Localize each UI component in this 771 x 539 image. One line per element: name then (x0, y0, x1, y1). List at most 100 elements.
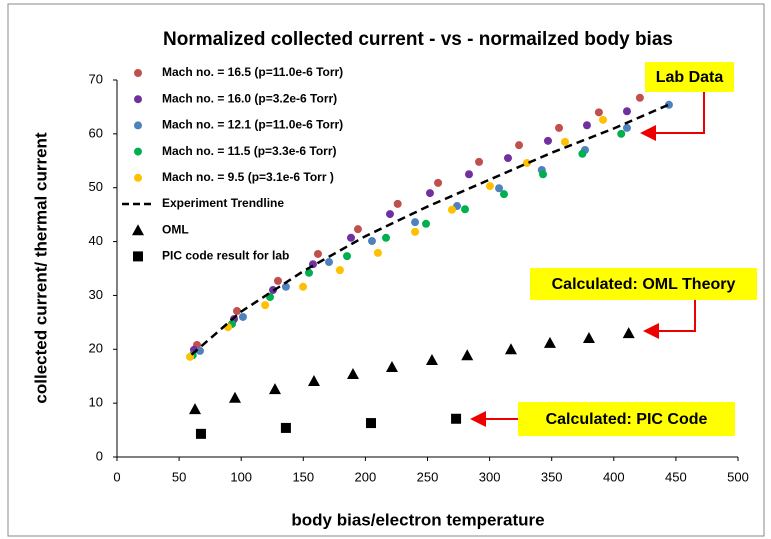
data-point (451, 413, 462, 424)
annotation-arrow (640, 92, 705, 141)
data-point (461, 349, 474, 361)
x-tick-label: 450 (665, 469, 687, 484)
legend-marker (132, 224, 144, 236)
data-point (188, 403, 201, 415)
data-point (238, 312, 247, 321)
legend-marker (134, 173, 142, 182)
x-tick-label: 400 (603, 469, 625, 484)
data-point (385, 361, 398, 373)
data-point (617, 129, 626, 138)
data-point (228, 391, 241, 403)
data-point (373, 248, 382, 257)
data-point (622, 327, 635, 339)
data-point (232, 307, 241, 316)
data-point (500, 190, 509, 199)
data-point (635, 93, 644, 102)
y-tick-label: 50 (89, 179, 103, 194)
data-point (195, 428, 206, 439)
data-point (353, 225, 362, 234)
data-point (325, 258, 334, 267)
data-point (365, 418, 376, 429)
chart-title: Normalized collected current - vs - norm… (163, 29, 673, 50)
data-point (522, 158, 531, 167)
data-point (425, 189, 434, 198)
data-point (422, 219, 431, 228)
x-tick-label: 0 (113, 469, 120, 484)
data-point (393, 199, 402, 208)
data-point (543, 336, 556, 348)
data-point (594, 108, 603, 117)
data-point (313, 249, 322, 258)
data-point (560, 137, 569, 146)
data-point (434, 178, 443, 187)
data-point (447, 205, 456, 214)
legend-marker (134, 95, 142, 104)
trendline (190, 103, 671, 356)
data-point (622, 107, 631, 116)
x-tick-label: 150 (292, 469, 314, 484)
data-point (425, 354, 438, 366)
legend-marker (134, 69, 142, 77)
y-tick-label: 40 (89, 233, 103, 248)
annotation-box (518, 402, 735, 436)
legend-label: OML (162, 222, 189, 236)
legend-label: Mach no. = 9.5 (p=3.1e-6 Torr ) (162, 170, 334, 184)
data-point (307, 375, 320, 387)
annotation-box (530, 268, 757, 300)
data-point (598, 115, 607, 124)
data-point (195, 346, 204, 355)
data-point (495, 184, 504, 193)
data-point (578, 149, 587, 158)
x-tick-label: 300 (479, 469, 501, 484)
data-point (299, 282, 308, 291)
annotation: Calculated: OML Theory (552, 276, 736, 293)
legend-label: Mach no. = 12.1 (p=11.0e-6 Torr) (162, 118, 343, 132)
y-tick-label: 70 (89, 71, 103, 86)
y-tick-label: 10 (89, 395, 103, 410)
data-point (461, 205, 470, 214)
data-point (281, 282, 290, 291)
data-point (273, 276, 282, 285)
data-point (367, 237, 376, 246)
data-point (539, 170, 548, 179)
data-point (346, 368, 359, 380)
data-point (582, 121, 591, 130)
data-point (411, 227, 420, 236)
annotation-arrow (643, 300, 696, 339)
data-point (305, 268, 314, 277)
y-tick-label: 60 (89, 125, 103, 140)
data-point (504, 343, 517, 355)
data-point (515, 141, 524, 150)
legend-label: Experiment Trendline (162, 196, 284, 210)
data-point (382, 233, 391, 242)
data-point (280, 422, 291, 433)
data-point (335, 266, 344, 275)
legend-marker (134, 147, 142, 156)
x-tick-label: 50 (172, 469, 186, 484)
data-point (346, 233, 355, 242)
data-point (485, 182, 494, 191)
data-point (503, 154, 512, 163)
annotation: Lab Data (656, 69, 724, 86)
legend-label: PIC code result for lab (162, 249, 289, 263)
data-point (268, 383, 281, 395)
data-point (261, 301, 270, 310)
legend-marker (133, 251, 143, 262)
data-point (475, 157, 484, 166)
x-tick-label: 350 (541, 469, 563, 484)
x-tick-label: 100 (230, 469, 252, 484)
x-tick-label: 250 (417, 469, 439, 484)
data-point (543, 136, 552, 145)
data-point (555, 123, 564, 132)
legend-label: Mach no. = 16.0 (p=3.2e-6 Torr) (162, 91, 337, 105)
y-tick-label: 20 (89, 341, 103, 356)
legend-label: Mach no. = 11.5 (p=3.3e-6 Torr) (162, 144, 337, 158)
annotation: Calculated: PIC Code (546, 411, 708, 428)
data-point (343, 252, 352, 261)
y-tick-label: 0 (96, 448, 103, 463)
data-point (464, 170, 473, 179)
y-axis-label: collected current/ thermal current (31, 132, 50, 403)
x-axis-label: body bias/electron temperature (291, 510, 544, 529)
y-tick-label: 30 (89, 287, 103, 302)
